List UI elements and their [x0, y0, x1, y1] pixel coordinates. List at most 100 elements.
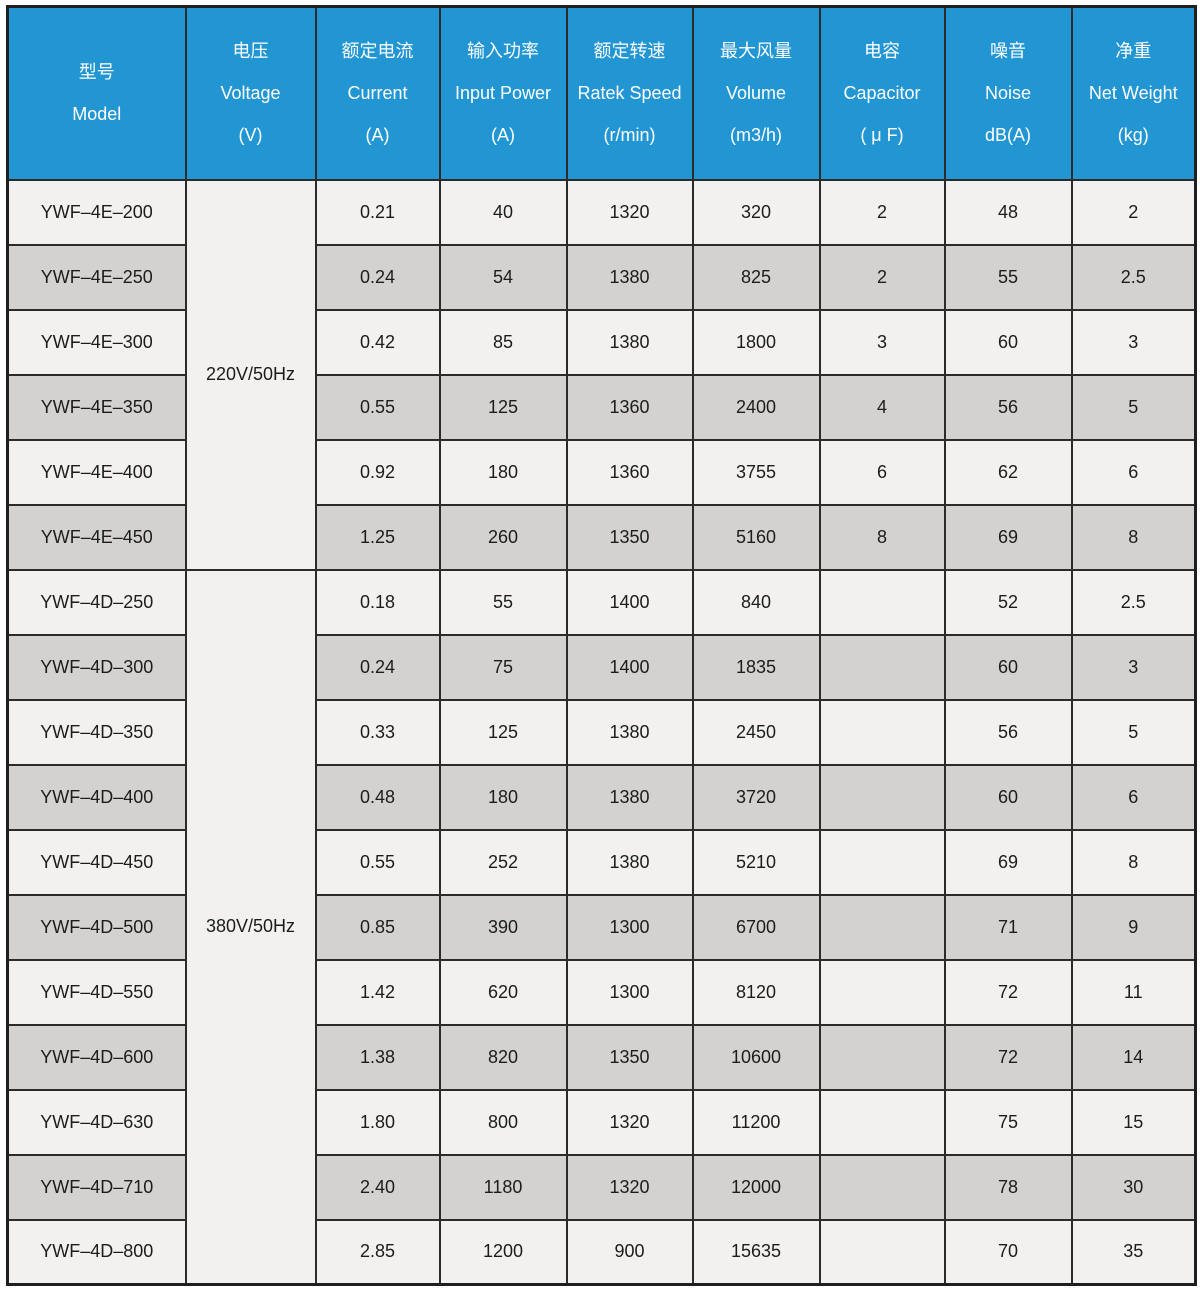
weight-cell: 6: [1070, 438, 1197, 506]
speed-cell: 1350: [565, 1023, 694, 1091]
volume-cell: 2400: [691, 373, 821, 441]
capacitor-cell: [818, 698, 946, 766]
speed-cell: 1380: [565, 243, 694, 311]
current-cell: 0.55: [314, 828, 441, 896]
power-cell: 40: [438, 178, 568, 246]
noise-cell: 75: [943, 1088, 1073, 1156]
capacitor-cell: 6: [818, 438, 946, 506]
speed-cell: 1360: [565, 438, 694, 506]
capacitor-cell: [818, 763, 946, 831]
volume-cell: 5160: [691, 503, 821, 571]
power-cell: 390: [438, 893, 568, 961]
column-header-capacitor-zh: 电容: [864, 41, 900, 62]
speed-cell: 1400: [565, 568, 694, 636]
current-cell: 0.24: [314, 633, 441, 701]
weight-cell: 2.5: [1070, 243, 1197, 311]
current-cell: 2.40: [314, 1153, 441, 1221]
current-cell: 1.25: [314, 503, 441, 571]
weight-cell: 8: [1070, 503, 1197, 571]
volume-cell: 2450: [691, 698, 821, 766]
column-header-weight: 净重 Net Weight (kg): [1070, 5, 1197, 181]
capacitor-cell: 8: [818, 503, 946, 571]
column-header-voltage: 电压 Voltage (V): [184, 5, 317, 181]
noise-cell: 52: [943, 568, 1073, 636]
column-header-capacitor-unit: ( μ F): [860, 125, 904, 146]
noise-cell: 69: [943, 503, 1073, 571]
model-cell: YWF–4D–400: [6, 763, 187, 831]
capacitor-cell: 2: [818, 243, 946, 311]
capacitor-cell: [818, 633, 946, 701]
power-cell: 252: [438, 828, 568, 896]
weight-cell: 8: [1070, 828, 1197, 896]
volume-cell: 15635: [691, 1218, 821, 1286]
current-cell: 0.33: [314, 698, 441, 766]
capacitor-cell: [818, 1218, 946, 1286]
column-header-volume: 最大风量 Volume (m3/h): [691, 5, 821, 181]
table-row: YWF–4D–600 1.38 820 1350 10600 72 14: [6, 1023, 1197, 1091]
column-header-volume-zh: 最大风量: [720, 41, 792, 62]
speed-cell: 1380: [565, 308, 694, 376]
power-cell: 1180: [438, 1153, 568, 1221]
power-cell: 55: [438, 568, 568, 636]
current-cell: 0.21: [314, 178, 441, 246]
noise-cell: 60: [943, 308, 1073, 376]
table-row: YWF–4E–300 0.42 85 1380 1800 3 60 3: [6, 308, 1197, 376]
capacitor-cell: [818, 828, 946, 896]
column-header-current-en: Current: [347, 83, 408, 104]
weight-cell: 3: [1070, 308, 1197, 376]
column-header-weight-en: Net Weight: [1088, 83, 1178, 104]
table-header-row: 型号 Model 电压 Voltage (V) 额定电流 Current (A) 输入功率 Inp…: [6, 5, 1197, 181]
model-cell: YWF–4E–350: [6, 373, 187, 441]
model-cell: YWF–4E–400: [6, 438, 187, 506]
column-header-current: 额定电流 Current (A): [314, 5, 441, 181]
power-cell: 180: [438, 438, 568, 506]
power-cell: 54: [438, 243, 568, 311]
current-cell: 0.42: [314, 308, 441, 376]
weight-cell: 15: [1070, 1088, 1197, 1156]
column-header-voltage-en: Voltage: [220, 83, 281, 104]
speed-cell: 1380: [565, 698, 694, 766]
speed-cell: 1360: [565, 373, 694, 441]
table-row: YWF–4D–400 0.48 180 1380 3720 60 6: [6, 763, 1197, 831]
model-cell: YWF–4D–300: [6, 633, 187, 701]
column-header-current-unit: (A): [365, 125, 390, 146]
volume-cell: 10600: [691, 1023, 821, 1091]
current-cell: 1.42: [314, 958, 441, 1026]
weight-cell: 35: [1070, 1218, 1197, 1286]
capacitor-cell: [818, 893, 946, 961]
table-row: YWF–4D–300 0.24 75 1400 1835 60 3: [6, 633, 1197, 701]
current-cell: 0.92: [314, 438, 441, 506]
column-header-model-en: Model: [72, 104, 122, 125]
column-header-speed-en: Ratek Speed: [577, 83, 682, 104]
speed-cell: 1400: [565, 633, 694, 701]
weight-cell: 2.5: [1070, 568, 1197, 636]
column-header-voltage-zh: 电压: [232, 41, 269, 62]
table-row: YWF–4D–450 0.55 252 1380 5210 69 8: [6, 828, 1197, 896]
column-header-capacitor: 电容 Capacitor ( μ F): [818, 5, 946, 181]
model-cell: YWF–4D–800: [6, 1218, 187, 1286]
column-header-volume-en: Volume: [725, 83, 787, 104]
noise-cell: 78: [943, 1153, 1073, 1221]
table-body: YWF–4E–200 220V/50Hz 0.21 40 1320 320 2 48 2 YWF–…: [6, 178, 1197, 1286]
current-cell: 0.18: [314, 568, 441, 636]
volume-cell: 11200: [691, 1088, 821, 1156]
power-cell: 85: [438, 308, 568, 376]
table-row: YWF–4D–500 0.85 390 1300 6700 71 9: [6, 893, 1197, 961]
column-header-noise: 噪音 Noise dB(A): [943, 5, 1073, 181]
column-header-speed-unit: (r/min): [603, 125, 656, 146]
model-cell: YWF–4E–200: [6, 178, 187, 246]
volume-cell: 840: [691, 568, 821, 636]
noise-cell: 62: [943, 438, 1073, 506]
column-header-noise-zh: 噪音: [990, 41, 1026, 62]
model-cell: YWF–4D–710: [6, 1153, 187, 1221]
capacitor-cell: 3: [818, 308, 946, 376]
power-cell: 180: [438, 763, 568, 831]
model-cell: YWF–4D–250: [6, 568, 187, 636]
volume-cell: 320: [691, 178, 821, 246]
column-header-speed-zh: 额定转速: [593, 41, 666, 62]
power-cell: 125: [438, 698, 568, 766]
column-header-capacitor-en: Capacitor: [843, 83, 921, 104]
speed-cell: 1380: [565, 828, 694, 896]
table-row: YWF–4E–350 0.55 125 1360 2400 4 56 5: [6, 373, 1197, 441]
column-header-current-zh: 额定电流: [341, 41, 414, 62]
